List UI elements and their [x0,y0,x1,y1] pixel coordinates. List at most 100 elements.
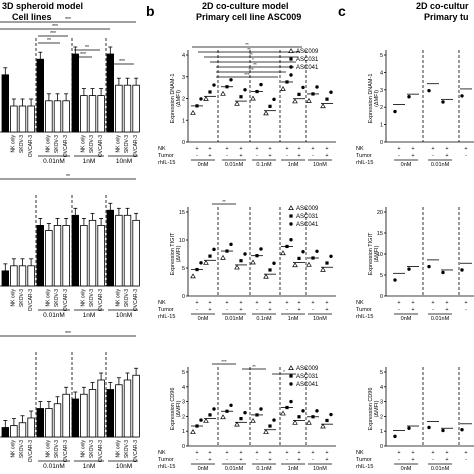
panel-a-bar [53,224,62,287]
nk-sign: + [325,146,328,152]
conc-label: 10nM [313,316,327,322]
y-tick-label: 4 [380,70,383,76]
nk-sign: + [464,300,467,306]
data-point-square [208,413,212,417]
panel-a-group-label: SKOV-3 [89,289,95,307]
data-point-square [268,268,272,272]
data-point-triangle [203,259,209,265]
data-point-triangle [306,419,312,425]
y-tick-label: 3 [380,88,383,94]
legend-marker-square [289,57,293,61]
panel-a-sig-label: ** [85,45,89,51]
tumor-sign: - [432,153,434,159]
panel-a-bar [71,214,79,287]
nk-sign: + [431,450,434,456]
panel-a-sig-label: ** [66,174,70,180]
panel-a-bar [36,58,44,133]
data-point-circle [315,249,319,253]
nk-sign: + [397,300,400,306]
y-tick-label: 0 [182,294,185,300]
conc-label: 1nM [288,316,299,322]
legend-label: ASC041 [296,382,319,388]
nk-sign: + [208,146,211,152]
y-tick-label: 10 [377,252,383,258]
tumor-sign: - [432,457,434,463]
nk-sign: + [195,300,198,306]
condition-row-label: rhIL-15 [158,314,175,320]
nk-sign: + [239,146,242,152]
tumor-sign: - [398,307,400,313]
tumor-sign: - [312,153,314,159]
nk-sign: + [255,450,258,456]
panel-a-conc-label: 1nM [83,463,96,470]
y-tick-label: 4 [182,53,185,59]
data-point-circle [427,264,431,269]
tumor-sign: + [239,457,242,463]
condition-row-label: NK [356,146,364,152]
data-point-circle [199,97,203,101]
panel-a-group-label: NK only [46,135,52,153]
data-point-triangle [263,273,269,279]
panel-a-group-label: SKOV-3 [19,440,25,458]
tumor-sign: + [297,457,300,463]
condition-row-label: rhIL-15 [356,464,373,470]
panel-a-bar [123,379,132,438]
y-tick-label: 5 [380,370,383,376]
conc-label: 0nM [401,316,412,322]
legend-label: ASC041 [296,65,319,71]
legend-marker-square [289,374,293,378]
nk-sign: + [285,300,288,306]
panel-a-group-label: OVCAR-3 [98,289,104,311]
panel-a-bar [106,389,114,438]
panel-a-bar [80,224,88,287]
data-point-circle [229,78,233,82]
data-point-circle [301,85,305,90]
tumor-sign: + [268,457,271,463]
panel-a-group-label: SKOV-3 [89,135,95,153]
tumor-sign: - [256,457,258,463]
tumor-sign: + [239,307,242,313]
tumor-sign: + [445,307,448,313]
tumor-sign: + [325,457,328,463]
y-tick-label: 0 [380,140,383,146]
data-point-triangle [320,266,326,272]
y-tick-label: 1 [182,429,185,435]
nk-sign: + [285,146,288,152]
panel-c-title-line1: 2D co-cultur [416,1,469,11]
y-tick-label: 15 [377,231,383,237]
conc-label: 0nM [401,466,412,472]
panel-a-bar [62,393,70,438]
panel-a: *******************NK only SKOV-3 OVCAR-3 N… [0,17,140,470]
nk-sign: + [311,146,314,152]
data-point-triangle [280,86,286,91]
sig-label: *** [221,359,227,364]
panel-a-bar [36,408,44,438]
panel-a-bar [53,100,62,133]
panel-a-group-label: OVCAR-3 [28,135,34,157]
nk-sign: + [297,146,300,152]
data-point-circle [243,252,247,256]
condition-row-label: rhIL-15 [158,160,175,166]
panel-a-group-label: OVCAR-3 [63,440,69,462]
data-point-triangle [234,100,240,106]
y-tick-label: 5 [380,53,383,59]
panel-a-group-label: OVCAR-3 [133,135,139,157]
y-tick-label: 10 [179,238,185,244]
condition-row-label: NK [356,300,364,306]
data-point-triangle [190,273,196,279]
data-point-triangle [320,423,326,429]
data-point-square [239,259,243,263]
data-point-circle [272,418,276,422]
conc-label: 0.01nM [225,162,244,168]
tumor-sign: - [312,307,314,313]
data-point-triangle [250,95,256,101]
panel-a-group-label: NK only [11,289,17,307]
legend-marker-circle [289,65,293,69]
data-point-triangle [220,414,226,420]
panel-a-group-label: OVCAR-3 [98,135,104,157]
y-axis-label: Expression TIGIT [368,232,374,275]
panel-a-group-label: NK only [81,135,87,153]
nk-sign: + [255,300,258,306]
panel-a-group-label: NK only [116,135,122,153]
panel-a-sig-label: *** [119,59,125,65]
